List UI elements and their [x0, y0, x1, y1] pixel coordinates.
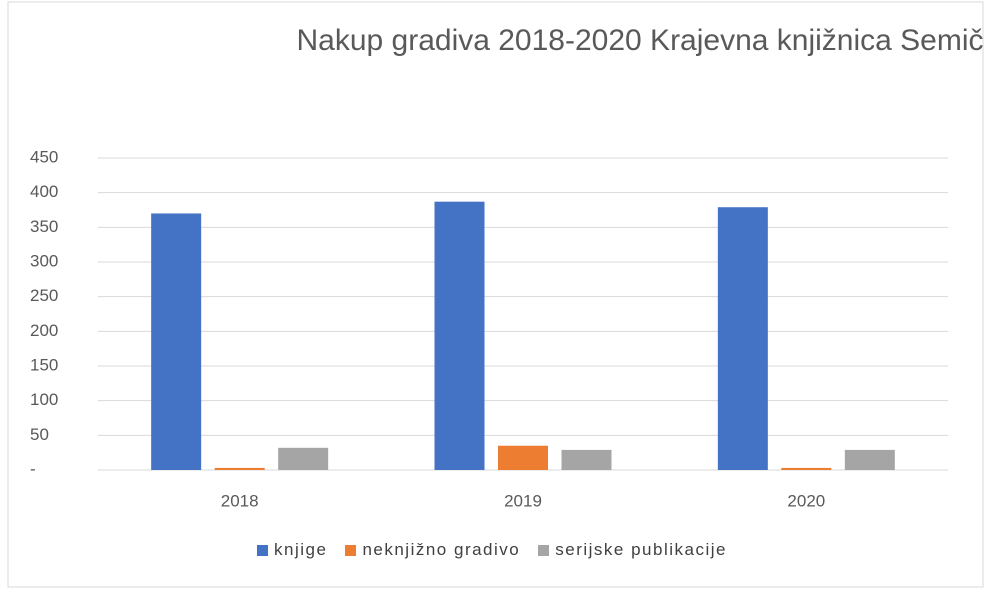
bar	[781, 467, 832, 470]
y-tick-label: 450	[30, 147, 58, 166]
legend-item: serijske publikacije	[538, 540, 727, 560]
y-tick-label: 350	[30, 217, 58, 236]
y-tick-label: -	[30, 459, 36, 478]
y-tick-label: 100	[30, 390, 58, 409]
bar	[434, 201, 485, 470]
legend-swatch	[257, 544, 269, 556]
legend-label: neknjižno gradivo	[362, 540, 521, 559]
y-tick-label: 200	[30, 321, 58, 340]
legend-item: neknjižno gradivo	[345, 540, 520, 560]
y-tick-label: 150	[30, 355, 58, 374]
bar	[151, 213, 202, 470]
bar	[561, 449, 612, 470]
legend-swatch	[538, 544, 550, 556]
y-tick-label: 250	[30, 286, 58, 305]
legend-label: knjige	[274, 540, 328, 559]
bar	[498, 445, 548, 470]
chart-border	[7, 1, 984, 588]
y-tick-label: 300	[30, 251, 58, 270]
y-tick-label: 400	[30, 182, 58, 201]
legend-swatch	[345, 544, 357, 556]
x-tick-label: 2019	[504, 491, 542, 510]
x-tick-label: 2020	[787, 491, 825, 510]
x-tick-label: 2018	[221, 491, 259, 510]
chart-title: Nakup gradiva 2018-2020 Krajevna knjižni…	[296, 24, 984, 57]
legend-label: serijske publikacije	[555, 540, 727, 559]
bar	[717, 207, 768, 470]
bar	[844, 449, 895, 470]
y-tick-label: 50	[30, 425, 49, 444]
bar	[214, 467, 265, 470]
legend-item: knjige	[257, 540, 327, 560]
legend: knjige neknjižno gradivo serijske publikac…	[0, 540, 984, 560]
bar	[278, 447, 329, 470]
